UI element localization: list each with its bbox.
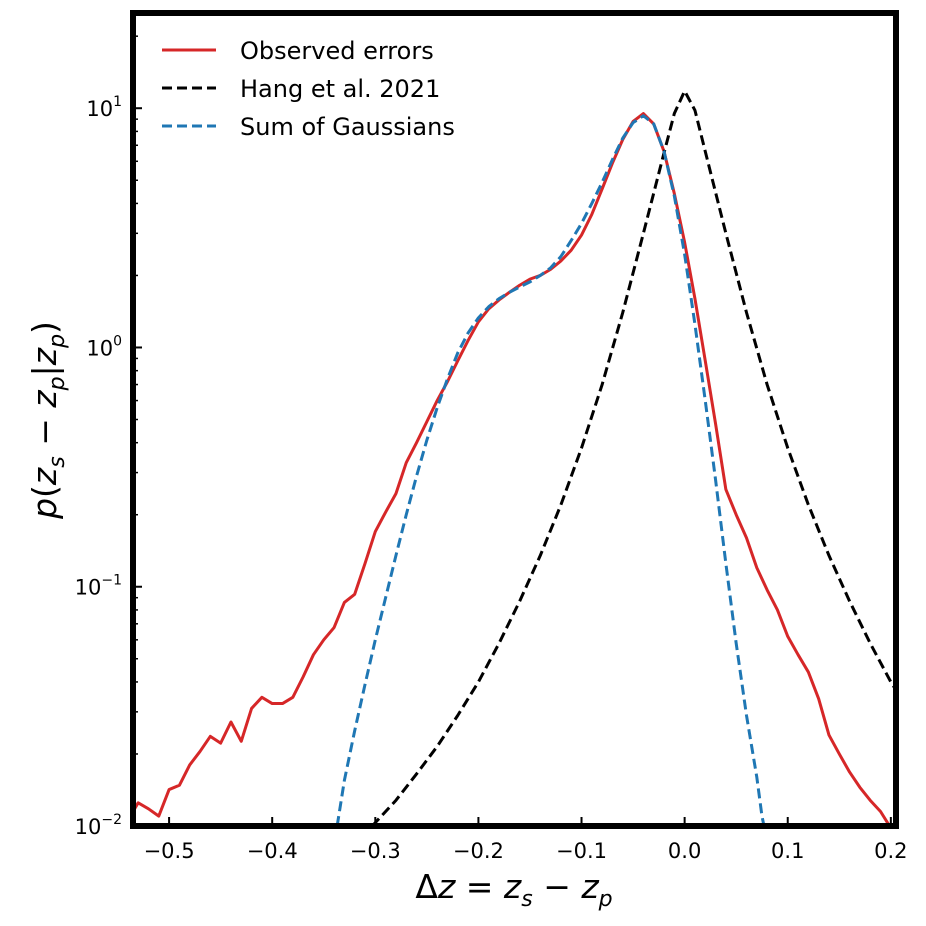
series-line-1 — [133, 112, 892, 826]
x-tick-label: −0.3 — [350, 839, 401, 863]
plot-frame — [130, 10, 899, 829]
y-tick-label: 10−2 — [75, 812, 122, 839]
x-tick-label: −0.1 — [556, 839, 607, 863]
legend-label-2: Hang et al. 2021 — [240, 75, 440, 103]
plot-area — [133, 89, 896, 826]
axis-ticks: −0.5 −0.4 −0.3 −0.2 −0.1 0.0 0.1 0.2 10−2 10−1 100… — [75, 35, 908, 863]
series-line-3 — [335, 114, 766, 826]
x-tick-label: 0.0 — [668, 839, 701, 863]
legend-label-3: Sum of Gaussians — [240, 113, 455, 141]
x-tick-label: 0.2 — [874, 839, 907, 863]
x-tick-label: 0.1 — [771, 839, 804, 863]
y-tick-label: 101 — [86, 94, 122, 121]
legend-label-1: Observed errors — [240, 37, 434, 65]
y-tick-label: 10−1 — [75, 573, 122, 600]
y-tick-label: 100 — [86, 333, 122, 360]
y-axis-label: p(zs − zp|zp) — [25, 321, 70, 520]
x-tick-label: −0.5 — [144, 839, 195, 863]
x-tick-label: −0.4 — [247, 839, 298, 863]
x-axis-label: Δz = zs − zp — [415, 867, 612, 912]
x-tick-label: −0.2 — [453, 839, 504, 863]
series-line-2 — [371, 89, 896, 826]
legend: Observed errors Hang et al. 2021 Sum of Ga… — [162, 37, 455, 141]
